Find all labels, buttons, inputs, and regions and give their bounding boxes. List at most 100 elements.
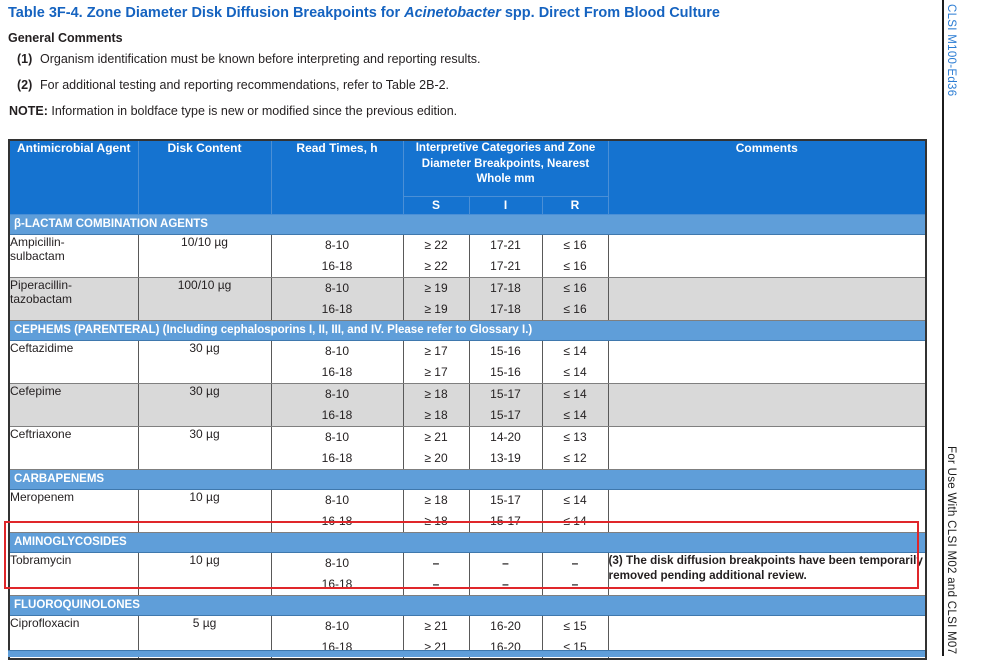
comments-cell [607, 425, 927, 470]
agent-name-cell: Ampicillin-sulbactam [8, 233, 139, 278]
i-breakpoint-value: 17-21 [490, 258, 521, 273]
section-label: AMINOGLYCOSIDES [8, 531, 927, 553]
table-row-ampicillinsulbactam: Ampicillin-sulbactam 10/10 µg 8-10 16-18 ≥ 2… [8, 233, 927, 278]
s-breakpoint-cell: ≥ 21 ≥ 20 [402, 425, 470, 470]
r-breakpoint-cell: ≤ 16 ≤ 16 [541, 233, 609, 278]
general-comment-1: (1) Organism identification must be known… [17, 52, 481, 66]
section-row-4: FLUOROQUINOLONES [8, 594, 927, 616]
column-header-disk-content: Disk Content [137, 139, 272, 215]
r-breakpoint-cell: ≤ 16 ≤ 16 [541, 276, 609, 321]
section-row-1: CEPHEMS (PARENTERAL) (Including cephalos… [8, 319, 927, 341]
r-breakpoint-cell: – – [541, 551, 609, 596]
read-times-cell: 8-10 16-18 [270, 425, 404, 470]
general-comment-2-text: For additional testing and reporting rec… [40, 78, 450, 92]
s-breakpoint-value: ≥ 19 [424, 301, 448, 316]
read-time-value: 16-18 [321, 450, 353, 465]
i-breakpoint-cell: 17-21 17-21 [468, 233, 543, 278]
i-breakpoint-cell: – – [468, 551, 543, 596]
disk-content-cell: 100/10 µg [137, 276, 272, 321]
read-time-value: 8-10 [324, 386, 350, 401]
read-time-value: 8-10 [324, 492, 350, 507]
s-breakpoint-value: ≥ 21 [424, 618, 448, 633]
note-line: NOTE: Information in boldface type is ne… [9, 104, 457, 118]
sidebar-usage-note: For Use With CLSI M02 and CLSI M07 [945, 445, 957, 654]
i-breakpoint-value: 15-17 [490, 492, 521, 507]
s-breakpoint-cell: ≥ 18 ≥ 18 [402, 488, 470, 533]
agent-name-cell: Ceftriaxone [8, 425, 139, 470]
r-breakpoint-cell: ≤ 14 ≤ 14 [541, 339, 609, 384]
i-breakpoint-cell: 15-17 15-17 [468, 488, 543, 533]
section-row-3: AMINOGLYCOSIDES [8, 531, 927, 553]
read-time-value: 8-10 [324, 280, 350, 295]
s-breakpoint-value: ≥ 21 [424, 429, 448, 444]
s-breakpoint-value: – [432, 555, 440, 570]
read-time-value: 16-18 [321, 407, 353, 422]
general-comment-1-text: Organism identification must be known be… [40, 52, 481, 66]
r-breakpoint-value: ≤ 14 [563, 386, 587, 401]
s-breakpoint-cell: ≥ 17 ≥ 17 [402, 339, 470, 384]
table-row-tobramycin: Tobramycin 10 µg 8-10 16-18– – – – – – (3) The di… [8, 551, 927, 596]
s-breakpoint-value: ≥ 18 [424, 386, 448, 401]
general-comments-heading: General Comments [8, 31, 123, 45]
r-breakpoint-value: ≤ 16 [563, 258, 587, 273]
agent-name-line: Meropenem [10, 489, 75, 504]
r-breakpoint-value: ≤ 15 [563, 618, 587, 633]
agent-name-cell: Meropenem [8, 488, 139, 533]
comments-cell [607, 382, 927, 427]
read-time-value: 8-10 [324, 618, 350, 633]
read-times-cell: 8-10 16-18 [270, 339, 404, 384]
i-breakpoint-value: 15-17 [490, 386, 521, 401]
table-row-ceftriaxone: Ceftriaxone 30 µg 8-10 16-18 ≥ 21 ≥ 20 14-20 13… [8, 425, 927, 470]
comments-cell: (3) The disk diffusion breakpoints have … [607, 551, 927, 596]
s-breakpoint-cell: ≥ 19 ≥ 19 [402, 276, 470, 321]
section-label: CEPHEMS (PARENTERAL) (Including cephalos… [8, 319, 927, 341]
agent-name-line: tazobactam [10, 291, 73, 306]
i-breakpoint-cell: 17-18 17-18 [468, 276, 543, 321]
i-breakpoint-value: 14-20 [490, 429, 521, 444]
read-times-cell: 8-10 16-18 [270, 382, 404, 427]
column-header-s: S [402, 195, 470, 215]
s-breakpoint-value: ≥ 18 [424, 407, 448, 422]
r-breakpoint-cell: ≤ 13 ≤ 12 [541, 425, 609, 470]
disk-content-cell: 30 µg [137, 382, 272, 427]
r-breakpoint-value: ≤ 14 [563, 343, 587, 358]
read-times-cell: 8-10 16-18 [270, 488, 404, 533]
read-time-value: 16-18 [321, 576, 353, 591]
column-group-header-interpretive-categories: Interpretive Categories and Zone Diamete… [402, 139, 609, 197]
read-time-value: 16-18 [321, 258, 353, 273]
i-breakpoint-value: 13-19 [490, 450, 521, 465]
i-breakpoint-value: 15-17 [490, 513, 521, 528]
r-breakpoint-value: ≤ 14 [563, 513, 587, 528]
r-breakpoint-value: ≤ 16 [563, 301, 587, 316]
disk-content-cell: 30 µg [137, 339, 272, 384]
page-margin-rule [942, 0, 944, 656]
read-times-cell: 8-10 16-18 [270, 551, 404, 596]
page-title: Table 3F-4. Zone Diameter Disk Diffusion… [8, 5, 720, 21]
read-time-value: 16-18 [321, 301, 353, 316]
comments-cell [607, 339, 927, 384]
section-row-0: β-LACTAM COMBINATION AGENTS [8, 213, 927, 235]
s-breakpoint-value: ≥ 19 [424, 280, 448, 295]
s-breakpoint-value: ≥ 18 [424, 492, 448, 507]
note-text: Information in boldface type is new or m… [47, 104, 458, 118]
r-breakpoint-value: – [571, 576, 579, 591]
r-breakpoint-value: ≤ 14 [563, 407, 587, 422]
s-breakpoint-value: ≥ 17 [424, 364, 448, 379]
read-time-value: 8-10 [324, 555, 350, 570]
section-label: CARBAPENEMS [8, 468, 927, 490]
table-row-piperacillintazobactam: Piperacillin-tazobactam 100/10 µg 8-10 16-1… [8, 276, 927, 321]
read-times-cell: 8-10 16-18 [270, 276, 404, 321]
agent-name-line: Ampicillin- [10, 234, 65, 249]
comments-cell [607, 276, 927, 321]
s-breakpoint-value: ≥ 17 [424, 343, 448, 358]
agent-name-cell: Tobramycin [8, 551, 139, 596]
comments-cell [607, 488, 927, 533]
read-time-value: 8-10 [324, 343, 350, 358]
i-breakpoint-value: 17-18 [490, 280, 521, 295]
i-breakpoint-value: 17-18 [490, 301, 521, 316]
s-breakpoint-cell: – – [402, 551, 470, 596]
column-header-comments: Comments [607, 139, 927, 215]
s-breakpoint-value: ≥ 20 [424, 450, 448, 465]
section-label: β-LACTAM COMBINATION AGENTS [8, 213, 927, 235]
s-breakpoint-cell: ≥ 18 ≥ 18 [402, 382, 470, 427]
